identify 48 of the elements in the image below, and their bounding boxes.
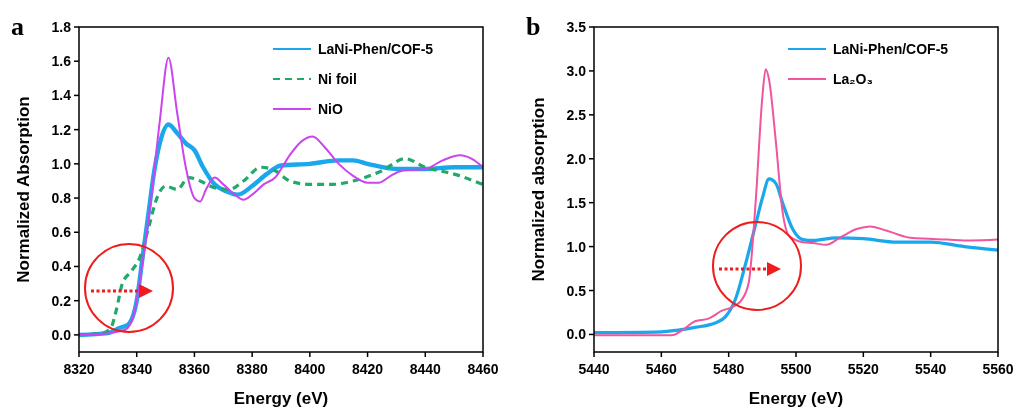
legend-label: La₂O₃ xyxy=(833,71,873,87)
y-tick-label: 2.0 xyxy=(566,150,587,167)
x-tick-label: 8400 xyxy=(294,361,326,377)
x-tick-label: 8340 xyxy=(121,361,153,377)
x-tick-label: 8440 xyxy=(409,361,442,377)
y-tick-label: 1.6 xyxy=(51,53,72,70)
x-tick-label: 5540 xyxy=(915,361,947,377)
legend-label: Ni foil xyxy=(318,71,357,87)
legend-label: NiO xyxy=(318,101,343,117)
chart-title: b xyxy=(526,12,541,41)
y-tick-label: 0.2 xyxy=(51,292,72,309)
y-tick-label: 0.6 xyxy=(51,224,72,241)
x-tick-label: 5560 xyxy=(982,361,1014,377)
x-axis-title: Energy (eV) xyxy=(748,389,844,408)
line-series xyxy=(593,68,999,337)
chart-title: a xyxy=(11,12,24,41)
line-series xyxy=(78,56,484,336)
x-axis-title: Energy (eV) xyxy=(233,389,329,408)
x-tick-label: 8320 xyxy=(63,361,95,377)
y-tick-label: 1.0 xyxy=(566,238,587,255)
y-tick-label: 1.8 xyxy=(51,19,72,35)
y-tick-label: 1.2 xyxy=(51,121,72,138)
y-axis-title: Normalized absorption xyxy=(529,97,548,282)
x-tick-label: 5500 xyxy=(780,361,812,377)
y-tick-label: 1.0 xyxy=(51,155,72,172)
legend-label: LaNi-Phen/COF-5 xyxy=(833,41,949,57)
x-tick-label: 8380 xyxy=(236,361,268,377)
x-tick-label: 5440 xyxy=(578,361,610,377)
y-tick-label: 0.0 xyxy=(566,326,587,343)
line-series xyxy=(592,177,1000,335)
x-tick-label: 5460 xyxy=(645,361,678,377)
line-series xyxy=(77,157,485,337)
y-tick-label: 1.4 xyxy=(51,87,72,104)
x-tick-label: 8420 xyxy=(351,361,384,377)
y-tick-label: 0.0 xyxy=(51,326,72,343)
y-tick-label: 2.5 xyxy=(566,106,587,123)
y-axis-title: Normalized Absorption xyxy=(14,96,33,283)
x-tick-label: 5520 xyxy=(847,361,880,377)
x-tick-label: 5480 xyxy=(713,361,745,377)
y-tick-label: 1.5 xyxy=(566,194,587,211)
legend-label: LaNi-Phen/COF-5 xyxy=(318,41,434,57)
x-tick-label: 8460 xyxy=(467,361,499,377)
x-tick-label: 8360 xyxy=(178,361,211,377)
y-tick-label: 0.8 xyxy=(51,190,72,207)
y-tick-label: 3.0 xyxy=(566,62,587,79)
y-tick-label: 0.4 xyxy=(51,258,72,275)
y-tick-label: 3.5 xyxy=(566,19,587,35)
y-tick-label: 0.5 xyxy=(566,282,587,299)
